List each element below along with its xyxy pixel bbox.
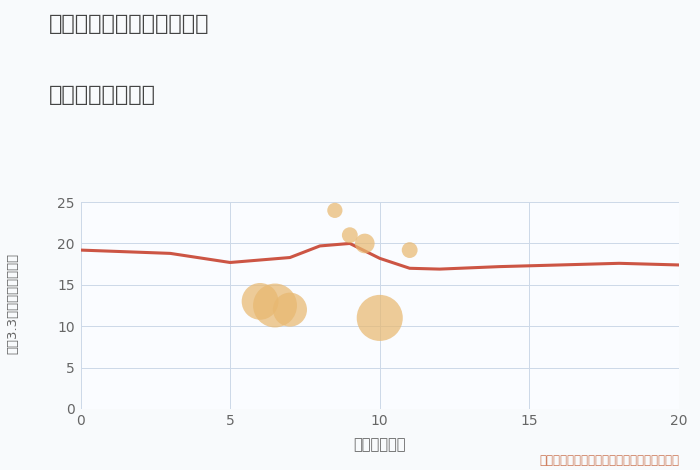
- Point: [344, 231, 356, 239]
- Text: 坪（3.3㎡）単価（万円）: 坪（3.3㎡）単価（万円）: [6, 252, 19, 354]
- Point: [270, 302, 281, 309]
- X-axis label: 駅距離（分）: 駅距離（分）: [354, 437, 406, 452]
- Point: [404, 246, 415, 254]
- Text: 駅距離別土地価格: 駅距離別土地価格: [49, 85, 156, 105]
- Point: [255, 298, 266, 305]
- Point: [284, 306, 295, 313]
- Point: [359, 240, 370, 247]
- Text: 円の大きさは、取引のあった物件面積を示す: 円の大きさは、取引のあった物件面積を示す: [539, 454, 679, 467]
- Text: 兵庫県姫路市大津区新町の: 兵庫県姫路市大津区新町の: [49, 14, 209, 34]
- Point: [329, 207, 340, 214]
- Point: [374, 314, 385, 321]
